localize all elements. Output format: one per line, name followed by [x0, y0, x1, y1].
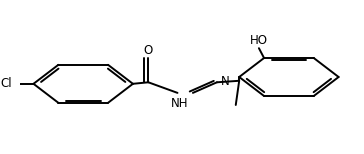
Text: O: O — [144, 44, 153, 57]
Text: N: N — [221, 75, 230, 88]
Text: Cl: Cl — [0, 77, 12, 90]
Text: HO: HO — [250, 34, 268, 47]
Text: NH: NH — [170, 97, 188, 110]
